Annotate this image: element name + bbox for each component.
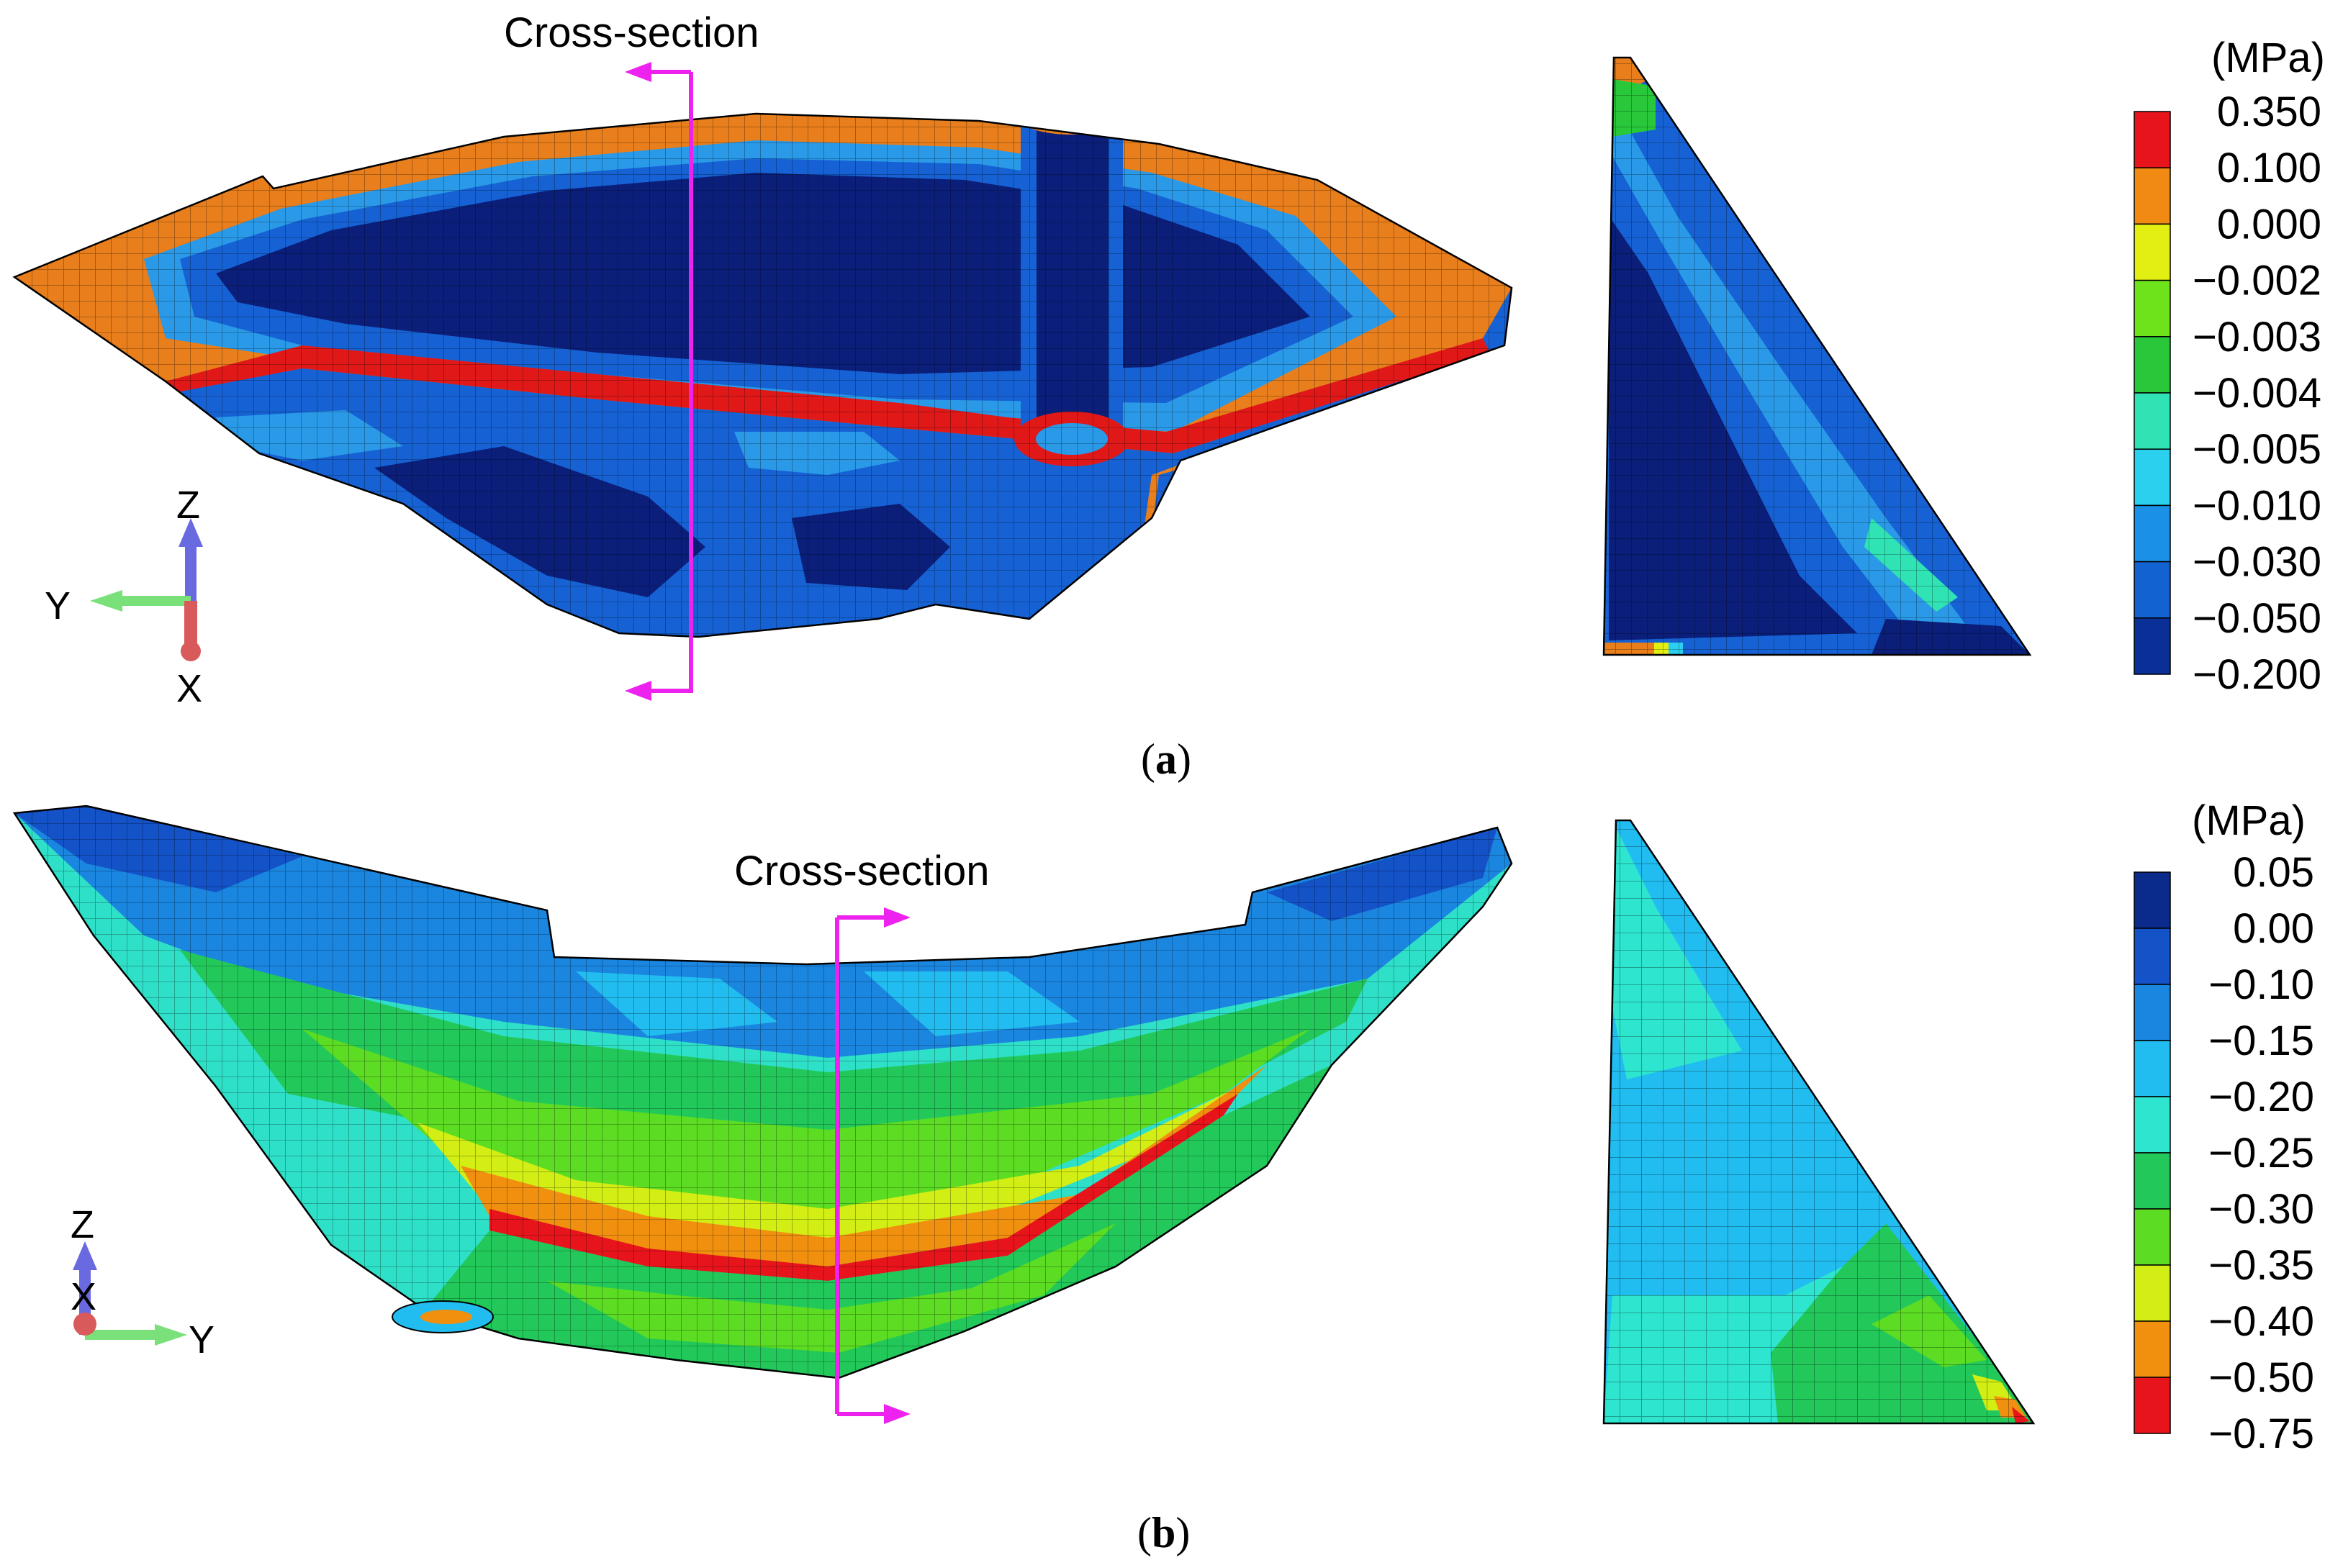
panel-b-axis-x: X [71, 1275, 96, 1318]
panel-b-legend-label: −0.10 [2208, 961, 2314, 1008]
panel-a-legend-label: −0.200 [2193, 651, 2321, 698]
panel-a-legend-swatch [2134, 617, 2171, 675]
panel-a-legend-swatch [2134, 167, 2171, 225]
panel-a-legend-label: −0.010 [2193, 482, 2321, 529]
panel-a-legend-label: −0.003 [2193, 314, 2321, 361]
panel-b-legend-label: −0.20 [2208, 1074, 2314, 1120]
panel-b-cross-section-outline [1602, 819, 2036, 1425]
panel-a-axis-x: X [176, 667, 202, 710]
panel-a-legend-label: 0.350 [2217, 89, 2321, 135]
panel-b-legend-swatch [2134, 1096, 2171, 1154]
panel-b-legend-swatch [2134, 1040, 2171, 1097]
panel-a-dam-outline [12, 112, 1513, 638]
panel-a-legend-label: 0.000 [2217, 201, 2321, 248]
panel-a-section-arrow-bottom [625, 681, 651, 701]
panel-b-legend-swatch [2134, 871, 2171, 929]
panel-a-legend-bars [2134, 111, 2171, 675]
panel-b-legend-swatch [2134, 928, 2171, 985]
y-axis-arrow-icon [155, 1324, 187, 1346]
panel-b-tower-core [420, 1310, 472, 1324]
panel-a-cross-section-outline [1602, 56, 2032, 656]
panel-a-axis-z: Z [176, 484, 200, 527]
panel-a-legend-swatch [2134, 504, 2171, 563]
panel-a-legend-label: −0.030 [2193, 539, 2321, 586]
panel-b-caption: (b) [1137, 1509, 1190, 1556]
panel-b-dam-outline [12, 805, 1513, 1379]
panel-a-legend-swatch [2134, 448, 2171, 507]
panel-a-caption: (a) [1141, 735, 1191, 783]
panel-b-legend-label: −0.35 [2208, 1242, 2314, 1289]
panel-b-legend-label: 0.05 [2233, 849, 2314, 896]
z-axis-arrow-icon [179, 518, 203, 547]
panel-a-legend-labels: 0.350 0.100 0.000 −0.002 −0.003 −0.004 −0.005 −… [2193, 89, 2321, 698]
panel-b-axis-triad: Z X Y [71, 1203, 215, 1361]
panel-a-legend-label: −0.002 [2193, 258, 2321, 304]
y-axis-arrow-icon [90, 590, 122, 612]
x-axis-dot-icon [181, 641, 201, 661]
panel-b-legend-swatch [2134, 1377, 2171, 1434]
panel-b-legend-label: −0.75 [2208, 1410, 2314, 1457]
panel-a-legend-swatch [2134, 336, 2171, 394]
panel-b-legend-swatch [2134, 1208, 2171, 1266]
panel-b-legend-swatch [2134, 1264, 2171, 1322]
panel-a-legend-label: −0.005 [2193, 426, 2321, 473]
panel-b-legend-unit: (MPa) [2192, 797, 2306, 844]
panel-a-legend-swatch [2134, 111, 2171, 168]
panel-a-legend-unit: (MPa) [2211, 35, 2325, 81]
panel-b-legend-label: −0.50 [2208, 1354, 2314, 1401]
panel-a-section-arrow-top [625, 62, 651, 82]
panel-b-legend-labels: 0.05 0.00 −0.10 −0.15 −0.20 −0.25 −0.30 −0.35 −0… [2208, 849, 2314, 1457]
z-axis-arrow-icon [73, 1241, 97, 1270]
panel-a-section-label: Cross-section [504, 9, 759, 56]
panel-b-legend-swatch [2134, 984, 2171, 1041]
panel-b-legend-label: 0.00 [2233, 905, 2314, 952]
panel-a-legend-label: 0.100 [2217, 145, 2321, 191]
panel-b-axis-y: Y [189, 1318, 215, 1361]
panel-a-legend-swatch [2134, 279, 2171, 337]
panel-b-section-arrow-top [884, 907, 911, 928]
panel-b-legend-swatch [2134, 1152, 2171, 1210]
panel-a-dam-model [14, 114, 1512, 637]
panel-b-legend-label: −0.40 [2208, 1298, 2314, 1345]
panel-a-axis-y: Y [45, 584, 71, 627]
panel-a-legend-swatch [2134, 561, 2171, 619]
panel-a-legend-swatch [2134, 223, 2171, 281]
panel-a-cross-section [1604, 58, 2030, 655]
panel-a-legend-label: −0.004 [2193, 370, 2321, 417]
panel-a-legend-label: −0.050 [2193, 595, 2321, 642]
panel-b-axis-z: Z [71, 1203, 94, 1246]
panel-b-legend-swatch [2134, 1320, 2171, 1378]
panel-b-legend-label: −0.15 [2208, 1018, 2314, 1064]
panel-b-legend-bars [2134, 871, 2171, 1434]
x-axis-dot-icon [73, 1313, 96, 1336]
panel-a-legend: (MPa) 0.350 0.100 0.000 −0.002 −0.003 −0.004 −… [2134, 35, 2325, 698]
panel-b-legend: (MPa) 0.05 0.00 −0.10 −0.15 −0.20 −0.25 −0.30 −… [2134, 797, 2314, 1457]
panel-b-legend-label: −0.30 [2208, 1186, 2314, 1233]
panel-b-section-arrow-bottom [884, 1404, 911, 1424]
panel-a-legend-swatch [2134, 392, 2171, 450]
panel-b-legend-label: −0.25 [2208, 1130, 2314, 1177]
panel-b-section-label: Cross-section [734, 848, 990, 894]
panel-b-section-marker [835, 915, 893, 1416]
panel-a-axis-triad: Z Y X [45, 484, 203, 710]
